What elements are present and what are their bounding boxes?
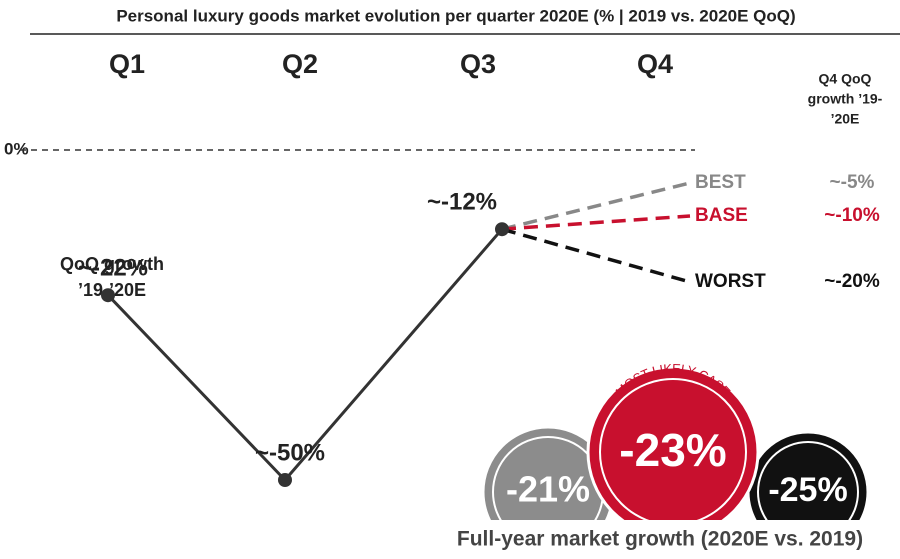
annotation: QoQ growth: [60, 254, 164, 274]
footer: Full-year market growth (2020E vs. 2019): [457, 528, 863, 551]
x-tick-label: Q4: [637, 49, 673, 79]
scenario-name: BASE: [695, 205, 748, 226]
scenario-line: [501, 227, 691, 284]
scenario-label: ~-10%: [824, 205, 880, 226]
scenario-label: ~-20%: [824, 271, 880, 292]
x-tick-label: Q3: [460, 49, 496, 79]
chart-title: Personal luxury goods market evolution p…: [116, 6, 795, 25]
circle-label: -25%: [768, 471, 847, 509]
scenario-line: [501, 214, 691, 231]
data-label: ~-50%: [255, 439, 325, 466]
q4-header: Q4 QoQ: [819, 71, 872, 87]
scenario-label: ~-5%: [830, 172, 875, 193]
data-point: [278, 473, 292, 487]
data-label: ~-12%: [427, 189, 497, 216]
ring: [599, 378, 747, 520]
y-tick-label: 0%: [4, 139, 29, 158]
data-label: ~-22%: [78, 255, 148, 282]
q4-header: growth ’19-: [808, 91, 883, 107]
circle-label: -21%: [506, 469, 590, 510]
growth-circle: [586, 365, 760, 520]
ring: [757, 441, 859, 520]
data-point: [495, 222, 509, 237]
x-tick-label: Q2: [282, 49, 318, 79]
x-tick-label: Q1: [109, 49, 145, 79]
q4-header: ’20E: [831, 111, 860, 127]
scenario-name: WORST: [695, 271, 766, 292]
circle-label: -23%: [619, 424, 726, 476]
scenario-line: [501, 181, 691, 231]
scenario-name: BEST: [695, 172, 746, 193]
full-year-circles: -21% -25% -23%: [481, 365, 870, 520]
data-point: [101, 288, 115, 303]
footer-band: [420, 520, 900, 559]
